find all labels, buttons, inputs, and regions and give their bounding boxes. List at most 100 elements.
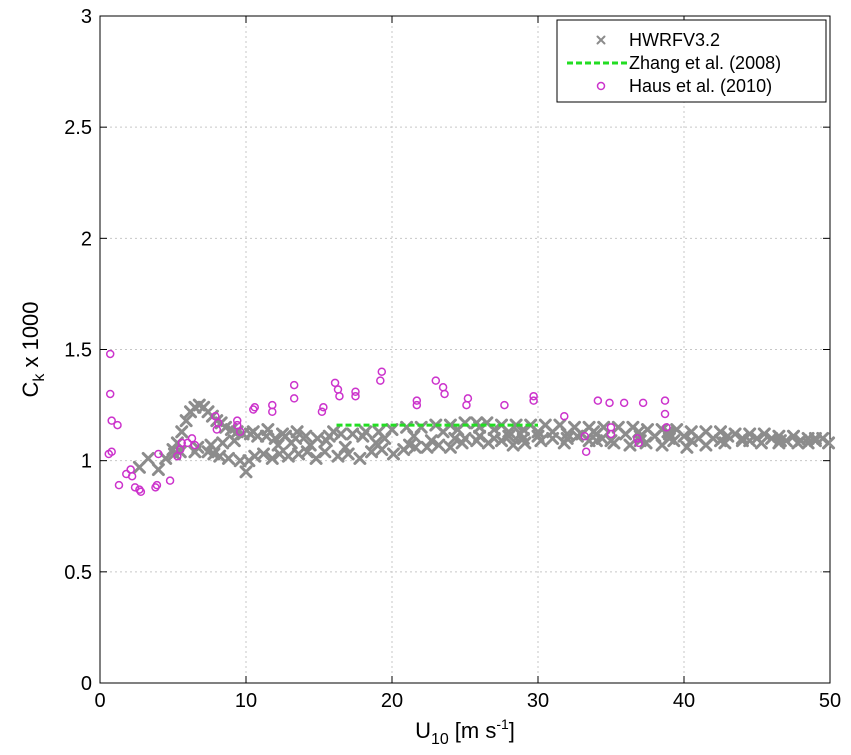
cross-stroke: [216, 436, 230, 450]
hwrf-point: [271, 438, 285, 452]
y-tick-label: 1: [81, 451, 92, 473]
haus-point: [107, 447, 116, 457]
haus-point: [463, 394, 473, 403]
hwrf-point: [448, 431, 462, 445]
cross-stroke: [369, 436, 383, 450]
cross-stroke: [219, 420, 233, 434]
x-axis-label-unit-prefix: [m s: [455, 718, 497, 743]
cross-stroke: [502, 425, 516, 439]
cross-stroke: [728, 427, 742, 441]
hwrf-point: [386, 447, 400, 461]
hwrf-point: [677, 429, 691, 443]
marks-layer: [104, 349, 836, 497]
cross-stroke: [801, 436, 815, 450]
hwrf-point: [680, 440, 694, 454]
hwrf-point: [432, 438, 446, 452]
haus-point: [177, 438, 187, 448]
cross-stroke: [648, 429, 662, 443]
cross-stroke: [292, 447, 306, 461]
haus-point: [560, 411, 569, 421]
hwrf-point: [765, 431, 779, 445]
hwrf-point: [378, 431, 392, 445]
y-tick-label: 1.5: [64, 340, 92, 362]
haus-point: [165, 476, 175, 485]
hwrf-point: [502, 425, 516, 439]
hwrf-point: [265, 451, 279, 465]
cross-stroke: [338, 440, 352, 454]
haus-point: [580, 431, 589, 441]
hwrf-point: [356, 429, 370, 443]
hwrf-point: [487, 431, 501, 445]
cross-stroke: [473, 429, 487, 443]
legend-label: Zhang et al. (2008): [629, 53, 781, 73]
hwrf-point: [369, 436, 383, 450]
haus-point: [606, 429, 616, 439]
x-tick-label: 40: [673, 690, 695, 712]
hwrf-point: [801, 436, 815, 450]
hwrf-point: [586, 425, 600, 439]
cross-stroke: [257, 447, 271, 461]
cross-stroke: [684, 425, 698, 439]
haus-point: [154, 449, 163, 459]
haus-point: [319, 403, 328, 412]
hwrf-point: [648, 429, 662, 443]
cross-stroke: [611, 420, 625, 434]
hwrf-point: [179, 414, 193, 428]
cross-stroke: [407, 429, 421, 443]
cross-stroke: [327, 425, 341, 439]
haus-point: [127, 471, 137, 481]
hwrf-point: [502, 429, 516, 443]
grid-layer: [100, 16, 830, 683]
haus-point: [268, 400, 277, 410]
hwrf-point: [743, 434, 757, 448]
x-axis-label: U10 [m s-1]: [415, 716, 515, 748]
haus-point: [212, 425, 222, 434]
haus-point: [431, 376, 441, 385]
hwrf-point: [808, 431, 822, 445]
cross-stroke: [271, 438, 285, 452]
cross-stroke: [787, 429, 800, 443]
cross-stroke: [353, 451, 367, 465]
haus-point: [376, 376, 385, 385]
cross-stroke: [290, 425, 304, 439]
hwrf-point: [327, 425, 341, 439]
y-tick-label: 2: [81, 228, 92, 250]
cross-stroke: [261, 423, 275, 437]
cross-stroke: [424, 434, 438, 448]
hwrf-point: [757, 427, 771, 441]
haus-point: [377, 367, 387, 376]
series-2: [104, 349, 671, 497]
cross-stroke: [378, 431, 392, 445]
hwrf-point: [341, 447, 355, 461]
hwrf-point: [216, 436, 230, 450]
hwrf-point: [221, 451, 235, 465]
y-axis-label: Ck x 1000: [18, 301, 48, 397]
legend-box: [556, 19, 827, 103]
cross-stroke: [604, 434, 618, 448]
hwrf-point: [204, 438, 218, 452]
hwrf-point: [424, 434, 438, 448]
cross-stroke: [375, 443, 389, 457]
x-axis-label-unit-superscript: -1: [496, 716, 509, 732]
y-axis-label-subscript: k: [31, 373, 48, 382]
cross-stroke: [718, 436, 732, 450]
x-axis-label-main: U: [415, 718, 431, 743]
haus-point: [529, 396, 538, 405]
haus-point: [289, 380, 299, 390]
legend-swatch-circle: [596, 81, 606, 91]
cross-stroke: [356, 429, 370, 443]
y-tick-label: 3: [81, 6, 92, 28]
haus-point: [232, 416, 242, 425]
cross-stroke: [432, 438, 446, 452]
legend-label: HWRFV3.2: [629, 30, 720, 50]
cross-stroke: [365, 445, 379, 459]
hwrf-point: [661, 425, 675, 439]
cross-stroke: [151, 463, 165, 477]
cross-stroke: [268, 431, 282, 445]
legend-label: Haus et al. (2010): [629, 76, 772, 96]
hwrf-point: [284, 436, 298, 450]
haus-point: [581, 447, 591, 457]
hwrf-point: [175, 425, 189, 439]
